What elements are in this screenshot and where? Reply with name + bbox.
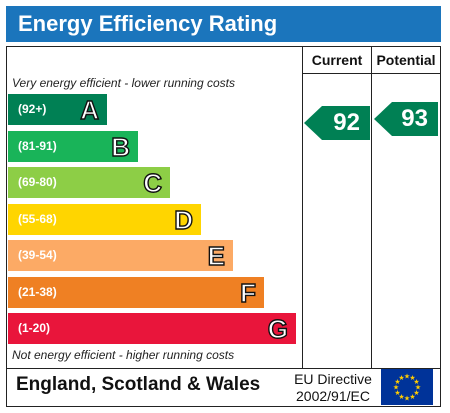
current-column-header: Current	[311, 52, 363, 68]
rating-band-d: (55-68) D	[8, 203, 201, 235]
band-letter-label: B	[111, 131, 131, 162]
eu-star-icon: ★	[393, 384, 399, 392]
band-range-label: (92+)	[18, 102, 47, 116]
band-range-label: (69-80)	[18, 175, 57, 189]
eu-flag-icon: ★ ★ ★ ★ ★ ★ ★ ★ ★ ★ ★ ★	[381, 369, 433, 405]
eu-directive-number: 2002/91/EC	[296, 388, 370, 404]
bottom-caption: Not energy efficient - higher running co…	[12, 348, 235, 362]
top-caption: Very energy efficient - lower running co…	[12, 76, 235, 90]
column-header-divider	[302, 73, 441, 74]
band-range-label: (1-20)	[18, 321, 51, 335]
current-rating-value: 92	[333, 109, 360, 136]
rating-band-a: (92+) A	[8, 94, 107, 126]
current-column-divider	[302, 46, 303, 369]
band-letter-label: G	[267, 313, 289, 344]
eu-star-icon: ★	[394, 378, 400, 386]
band-letter-label: D	[174, 204, 194, 235]
band-range-label: (81-91)	[18, 138, 57, 153]
band-letter-label: A	[80, 94, 100, 125]
eu-star-icon: ★	[413, 378, 419, 386]
eu-star-icon: ★	[415, 384, 421, 392]
band-letter-label: C	[143, 167, 163, 198]
footer-divider	[6, 368, 441, 369]
eu-directive-label: EU Directive	[294, 371, 372, 387]
rating-frame	[6, 46, 441, 407]
rating-band-c: (69-80) C	[8, 167, 170, 199]
eu-star-icon: ★	[398, 374, 404, 382]
rating-band-g: (1-20) G	[8, 313, 296, 345]
potential-column-header: Potential	[376, 52, 436, 68]
band-range-label: (21-38)	[18, 284, 57, 299]
eu-star-icon: ★	[404, 395, 410, 403]
potential-column-divider	[371, 46, 372, 369]
potential-rating-value: 93	[401, 105, 428, 132]
eu-star-icon: ★	[409, 374, 415, 382]
chart-title: Energy Efficiency Rating	[6, 6, 441, 42]
eu-star-icon: ★	[394, 389, 400, 397]
rating-band-b: (81-91) B	[8, 130, 138, 162]
rating-band-f: (21-38) F	[8, 276, 264, 308]
band-letter-label: F	[239, 277, 256, 308]
eu-star-icon: ★	[398, 393, 404, 401]
rating-band-e: (39-54) E	[8, 240, 233, 272]
band-letter-label: E	[207, 240, 226, 271]
region-label: England, Scotland & Wales	[16, 374, 261, 395]
band-range-label: (55-68)	[18, 211, 57, 226]
eu-star-icon: ★	[409, 393, 415, 401]
eu-star-icon: ★	[404, 373, 410, 381]
eu-star-icon: ★	[413, 389, 419, 397]
band-range-label: (39-54)	[18, 248, 57, 262]
